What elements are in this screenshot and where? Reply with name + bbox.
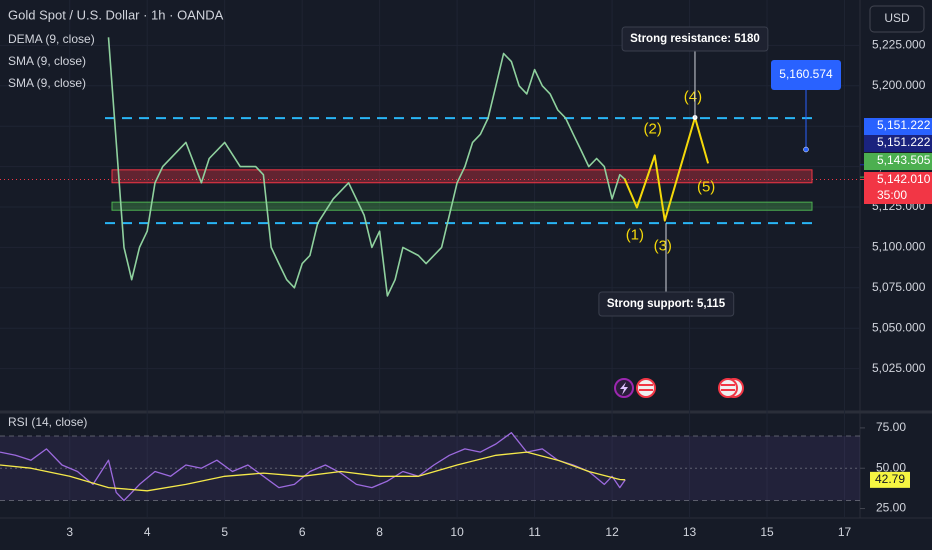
wave-line bbox=[623, 116, 710, 222]
rsi-line bbox=[0, 432, 626, 502]
indicator-label: SMA (9, close) bbox=[8, 54, 86, 68]
x-tick-label: 3 bbox=[66, 525, 73, 539]
indicator-label: SMA (9, close) bbox=[8, 76, 86, 90]
target-label: 5,160.574 bbox=[779, 67, 833, 81]
price-label: 5,151.222 bbox=[877, 118, 931, 132]
target-dot bbox=[803, 146, 809, 153]
price-label: 5,143.505 bbox=[877, 153, 931, 167]
wave-label: (3) bbox=[654, 238, 672, 255]
price-label-box bbox=[864, 135, 932, 152]
x-tick-label: 15 bbox=[760, 525, 774, 539]
flag-stripe bbox=[721, 384, 735, 386]
flag-stripe bbox=[721, 389, 735, 391]
price-label-box bbox=[864, 118, 932, 135]
wave-label: (1) bbox=[626, 226, 644, 243]
x-tick-label: 17 bbox=[838, 525, 852, 539]
resistance-label: Strong resistance: 5180 bbox=[630, 33, 760, 45]
support-label: Strong support: 5,115 bbox=[607, 298, 726, 310]
x-tick-label: 10 bbox=[450, 525, 464, 539]
currency: USD bbox=[884, 11, 910, 25]
y-tick-label: 50.00 bbox=[876, 460, 906, 474]
green-zone bbox=[111, 201, 813, 211]
y-tick-label: 5,025.000 bbox=[872, 361, 926, 375]
lightning bbox=[620, 382, 628, 395]
support-box bbox=[598, 291, 735, 317]
x-tick-label: 4 bbox=[144, 525, 151, 539]
y-tick-label: 25.00 bbox=[876, 501, 906, 515]
rsi-last-box bbox=[870, 471, 910, 488]
wave-label: (5) bbox=[697, 178, 715, 195]
price-label: 5,142.010 bbox=[877, 172, 931, 186]
rsi-pane: 25.00 50.00 75.00 42.79 bbox=[0, 420, 910, 515]
x-tick-label: 12 bbox=[605, 525, 619, 539]
flag-stripe bbox=[639, 384, 653, 386]
y-tick-label: 5,200.000 bbox=[872, 78, 926, 92]
wave-label: (4) bbox=[684, 88, 702, 105]
event-icon[interactable] bbox=[718, 378, 738, 398]
target-box bbox=[771, 60, 841, 90]
rsi-line bbox=[0, 451, 626, 492]
price-line bbox=[107, 37, 626, 297]
x-tick-label: 11 bbox=[528, 525, 541, 539]
y-tick-label: 75.00 bbox=[876, 420, 906, 434]
y-tick-label: 5,225.000 bbox=[872, 38, 926, 52]
price-pane: (1) (2) (3) (4) (5) Strong resistance: 5180 St… bbox=[0, 0, 860, 518]
x-tick-label: 6 bbox=[299, 525, 306, 539]
chart-title: Gold Spot / U.S. Dollar · 1h · OANDA bbox=[8, 7, 224, 22]
x-tick-label: 13 bbox=[683, 525, 697, 539]
indicator-label: DEMA (9, close) bbox=[8, 32, 95, 46]
price-label-box bbox=[864, 153, 932, 170]
rsi-last-label: 42.79 bbox=[875, 472, 905, 486]
y-tick-label: 5,050.000 bbox=[872, 320, 926, 334]
price-label: 5,151.222 bbox=[877, 135, 931, 149]
wave-label: (2) bbox=[644, 120, 662, 137]
y-tick-label: 5,100.000 bbox=[872, 240, 926, 254]
x-tick-label: 5 bbox=[221, 525, 228, 539]
currency-button[interactable] bbox=[869, 5, 925, 33]
event-icon[interactable] bbox=[636, 378, 656, 398]
price-label-box bbox=[864, 172, 932, 204]
countdown: 35:00 bbox=[877, 188, 907, 202]
resistance-box bbox=[621, 26, 769, 52]
y-tick-label: 5,075.000 bbox=[872, 280, 926, 294]
flag-stripe bbox=[639, 389, 653, 391]
x-tick-label: 8 bbox=[376, 525, 383, 539]
rsi-title: RSI (14, close) bbox=[8, 415, 87, 429]
event-icons bbox=[614, 378, 744, 398]
